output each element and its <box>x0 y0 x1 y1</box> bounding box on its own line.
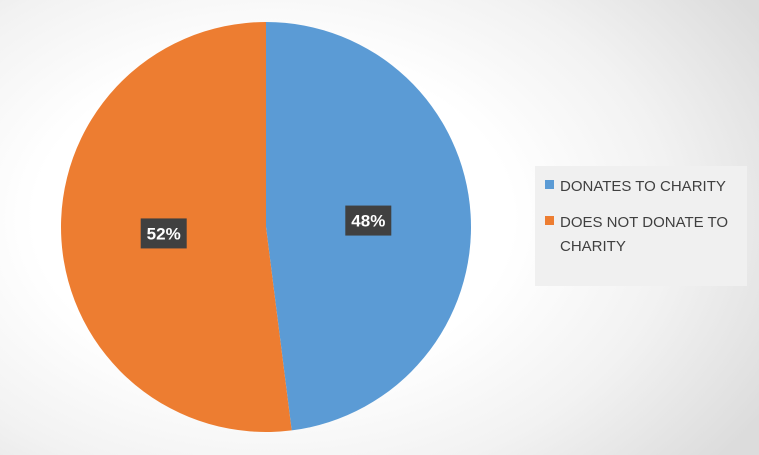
legend-label-does-not-donate: DOES NOT DONATE TO CHARITY <box>560 214 729 255</box>
data-label-box-0 <box>345 205 392 236</box>
legend-label-donates: DONATES TO CHARITY <box>560 178 726 195</box>
chart-legend: DONATES TO CHARITY DOES NOT DONATE TO CH… <box>535 166 747 286</box>
data-label-0: 48% <box>351 212 385 231</box>
data-label-box-1 <box>140 218 187 249</box>
legend-item-donates: DONATES TO CHARITY <box>545 175 739 199</box>
legend-swatch-donates <box>545 180 554 189</box>
legend-swatch-does-not-donate <box>545 216 554 225</box>
data-label-1: 52% <box>147 224 181 243</box>
legend-item-does-not-donate: DOES NOT DONATE TO CHARITY <box>545 211 739 259</box>
